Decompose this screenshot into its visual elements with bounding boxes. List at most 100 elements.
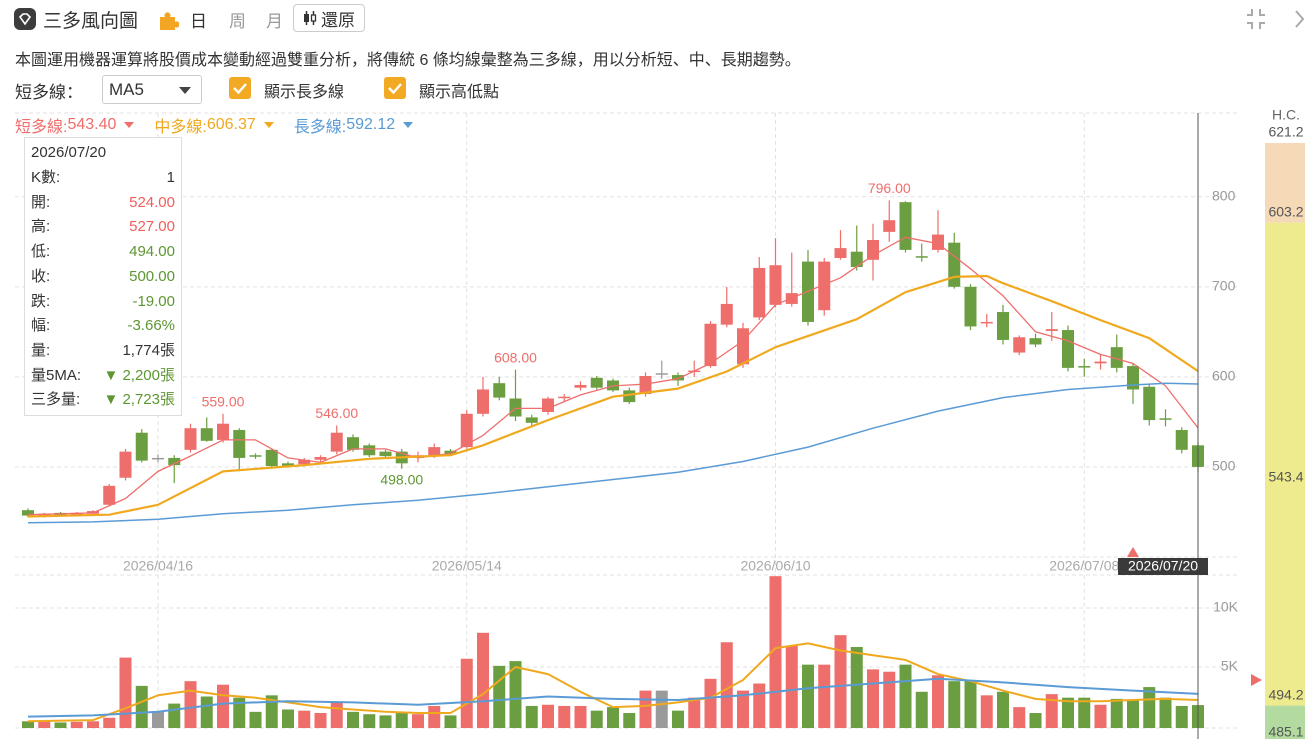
volume-bar xyxy=(834,635,847,728)
volume-bar xyxy=(899,664,912,728)
candle-body xyxy=(1013,337,1026,353)
hc-band xyxy=(1265,705,1305,739)
info-label: 收: xyxy=(31,267,51,285)
volume-bar xyxy=(379,715,392,728)
candle-body xyxy=(964,286,977,327)
legend-toggle[interactable] xyxy=(124,122,135,128)
info-label: 高: xyxy=(31,218,51,236)
volume-bar xyxy=(704,678,717,728)
volume-bar xyxy=(672,710,684,728)
tab-week[interactable]: 周 xyxy=(229,12,246,31)
candle-body xyxy=(200,428,213,441)
tab-day[interactable]: 日 xyxy=(190,12,207,31)
puzzle-icon[interactable] xyxy=(157,9,179,31)
volume-bar xyxy=(493,665,506,728)
info-box: 2026/07/20 K數: 1 開: 524.00 高: 527.00 低: 494.00 收:… xyxy=(24,137,182,416)
candle-body xyxy=(623,390,636,403)
candle-body xyxy=(1143,386,1156,421)
volume-bar xyxy=(168,703,181,728)
volume-bar xyxy=(249,711,262,728)
candle-body xyxy=(428,447,441,456)
volume-bar xyxy=(1094,704,1107,728)
hc-level-label: 621.2 xyxy=(1268,124,1303,140)
legend-entry: 長多線: 592.12 xyxy=(293,113,414,137)
volume-bar xyxy=(980,695,993,728)
candle-body xyxy=(1110,347,1123,368)
candle-body xyxy=(493,383,506,398)
volume-bar xyxy=(298,710,311,728)
volume-bar xyxy=(477,632,489,728)
volume-bar xyxy=(412,714,424,728)
reset-button[interactable]: 還原 xyxy=(293,4,365,32)
candle-body xyxy=(899,202,912,250)
candle-body xyxy=(265,449,278,467)
tab-month[interactable]: 月 xyxy=(266,12,283,31)
volume-bar xyxy=(217,684,229,728)
volume-bar xyxy=(542,704,554,728)
volume-bar xyxy=(1029,713,1042,728)
x-tick-label: 2026/04/16 xyxy=(123,558,193,574)
legend-name: 長多線: xyxy=(293,119,347,136)
volume-bar xyxy=(395,713,408,728)
volume-bar xyxy=(347,711,359,728)
legend: 短多線: 543.40 中多線: 606.37 長多線: 592.12 xyxy=(15,113,433,137)
candle-body xyxy=(330,432,343,452)
volume-bar xyxy=(233,697,246,728)
x-tick-label: 2026/05/14 xyxy=(432,558,502,574)
hc-level-label: 543.4 xyxy=(1268,468,1303,484)
x-tick-label: 2026/07/08 xyxy=(1049,558,1119,574)
info-label: 跌: xyxy=(31,292,51,310)
legend-entry: 短多線: 543.40 xyxy=(15,113,135,137)
ma-line xyxy=(27,382,1199,524)
volume-bar xyxy=(720,642,733,728)
volume-bar xyxy=(444,715,457,728)
info-row: 跌: -19.00 xyxy=(31,292,175,312)
close-icon[interactable] xyxy=(1295,10,1305,28)
cursor-label: 2026/07/20 xyxy=(1128,558,1198,574)
info-row: 高: 527.00 xyxy=(31,217,175,237)
volume-bar xyxy=(265,695,278,728)
candle-body xyxy=(233,430,246,458)
candle-body xyxy=(119,451,132,478)
candle-icon xyxy=(304,11,317,25)
cursor-marker xyxy=(1127,547,1139,557)
legend-toggle[interactable] xyxy=(263,122,274,128)
volume-bar xyxy=(87,721,99,728)
volume-bar xyxy=(525,705,538,728)
volume-bar xyxy=(639,690,652,728)
ma-line xyxy=(27,677,1199,718)
high-low-label: 546.00 xyxy=(315,405,358,421)
candle-body xyxy=(867,239,879,260)
candle-body xyxy=(720,303,733,325)
description: 本圖運用機器運算將股價成本變動經過雙重分析，將傳統 6 條均線彙整為三多線，用以… xyxy=(15,52,801,69)
legend-value: 543.40 xyxy=(67,116,117,133)
y-tick-label: 700 xyxy=(1212,278,1236,294)
candle-body xyxy=(444,450,457,455)
app-icon xyxy=(14,8,36,30)
volume-bar xyxy=(282,709,294,728)
legend-name: 中多線: xyxy=(154,119,207,136)
info-label: 低: xyxy=(31,243,51,261)
ma-line xyxy=(27,642,1199,723)
y-tick-label: 800 xyxy=(1212,187,1236,203)
info-row: 低: 494.00 xyxy=(31,242,175,262)
high-low-label: 796.00 xyxy=(868,180,911,196)
volume-bar xyxy=(1110,698,1123,728)
checkbox[interactable] xyxy=(384,77,406,99)
volume-bar xyxy=(785,645,798,728)
volume-bar xyxy=(200,696,213,728)
hc-band xyxy=(1265,222,1305,706)
volume-bar xyxy=(964,679,977,728)
info-value: 1,774張 xyxy=(122,341,175,359)
volume-bar xyxy=(363,714,376,728)
ma-select[interactable]: MA5 xyxy=(102,75,202,104)
compress-icon[interactable] xyxy=(1247,9,1265,29)
info-label: 幅: xyxy=(31,317,51,335)
volume-bar xyxy=(655,690,668,728)
hc-level-label: 485.1 xyxy=(1268,724,1303,739)
high-low-label: 559.00 xyxy=(202,394,245,410)
info-label: 量: xyxy=(31,341,51,359)
legend-toggle[interactable] xyxy=(403,122,414,128)
checkbox[interactable] xyxy=(229,77,251,99)
volume-bar xyxy=(737,690,749,728)
